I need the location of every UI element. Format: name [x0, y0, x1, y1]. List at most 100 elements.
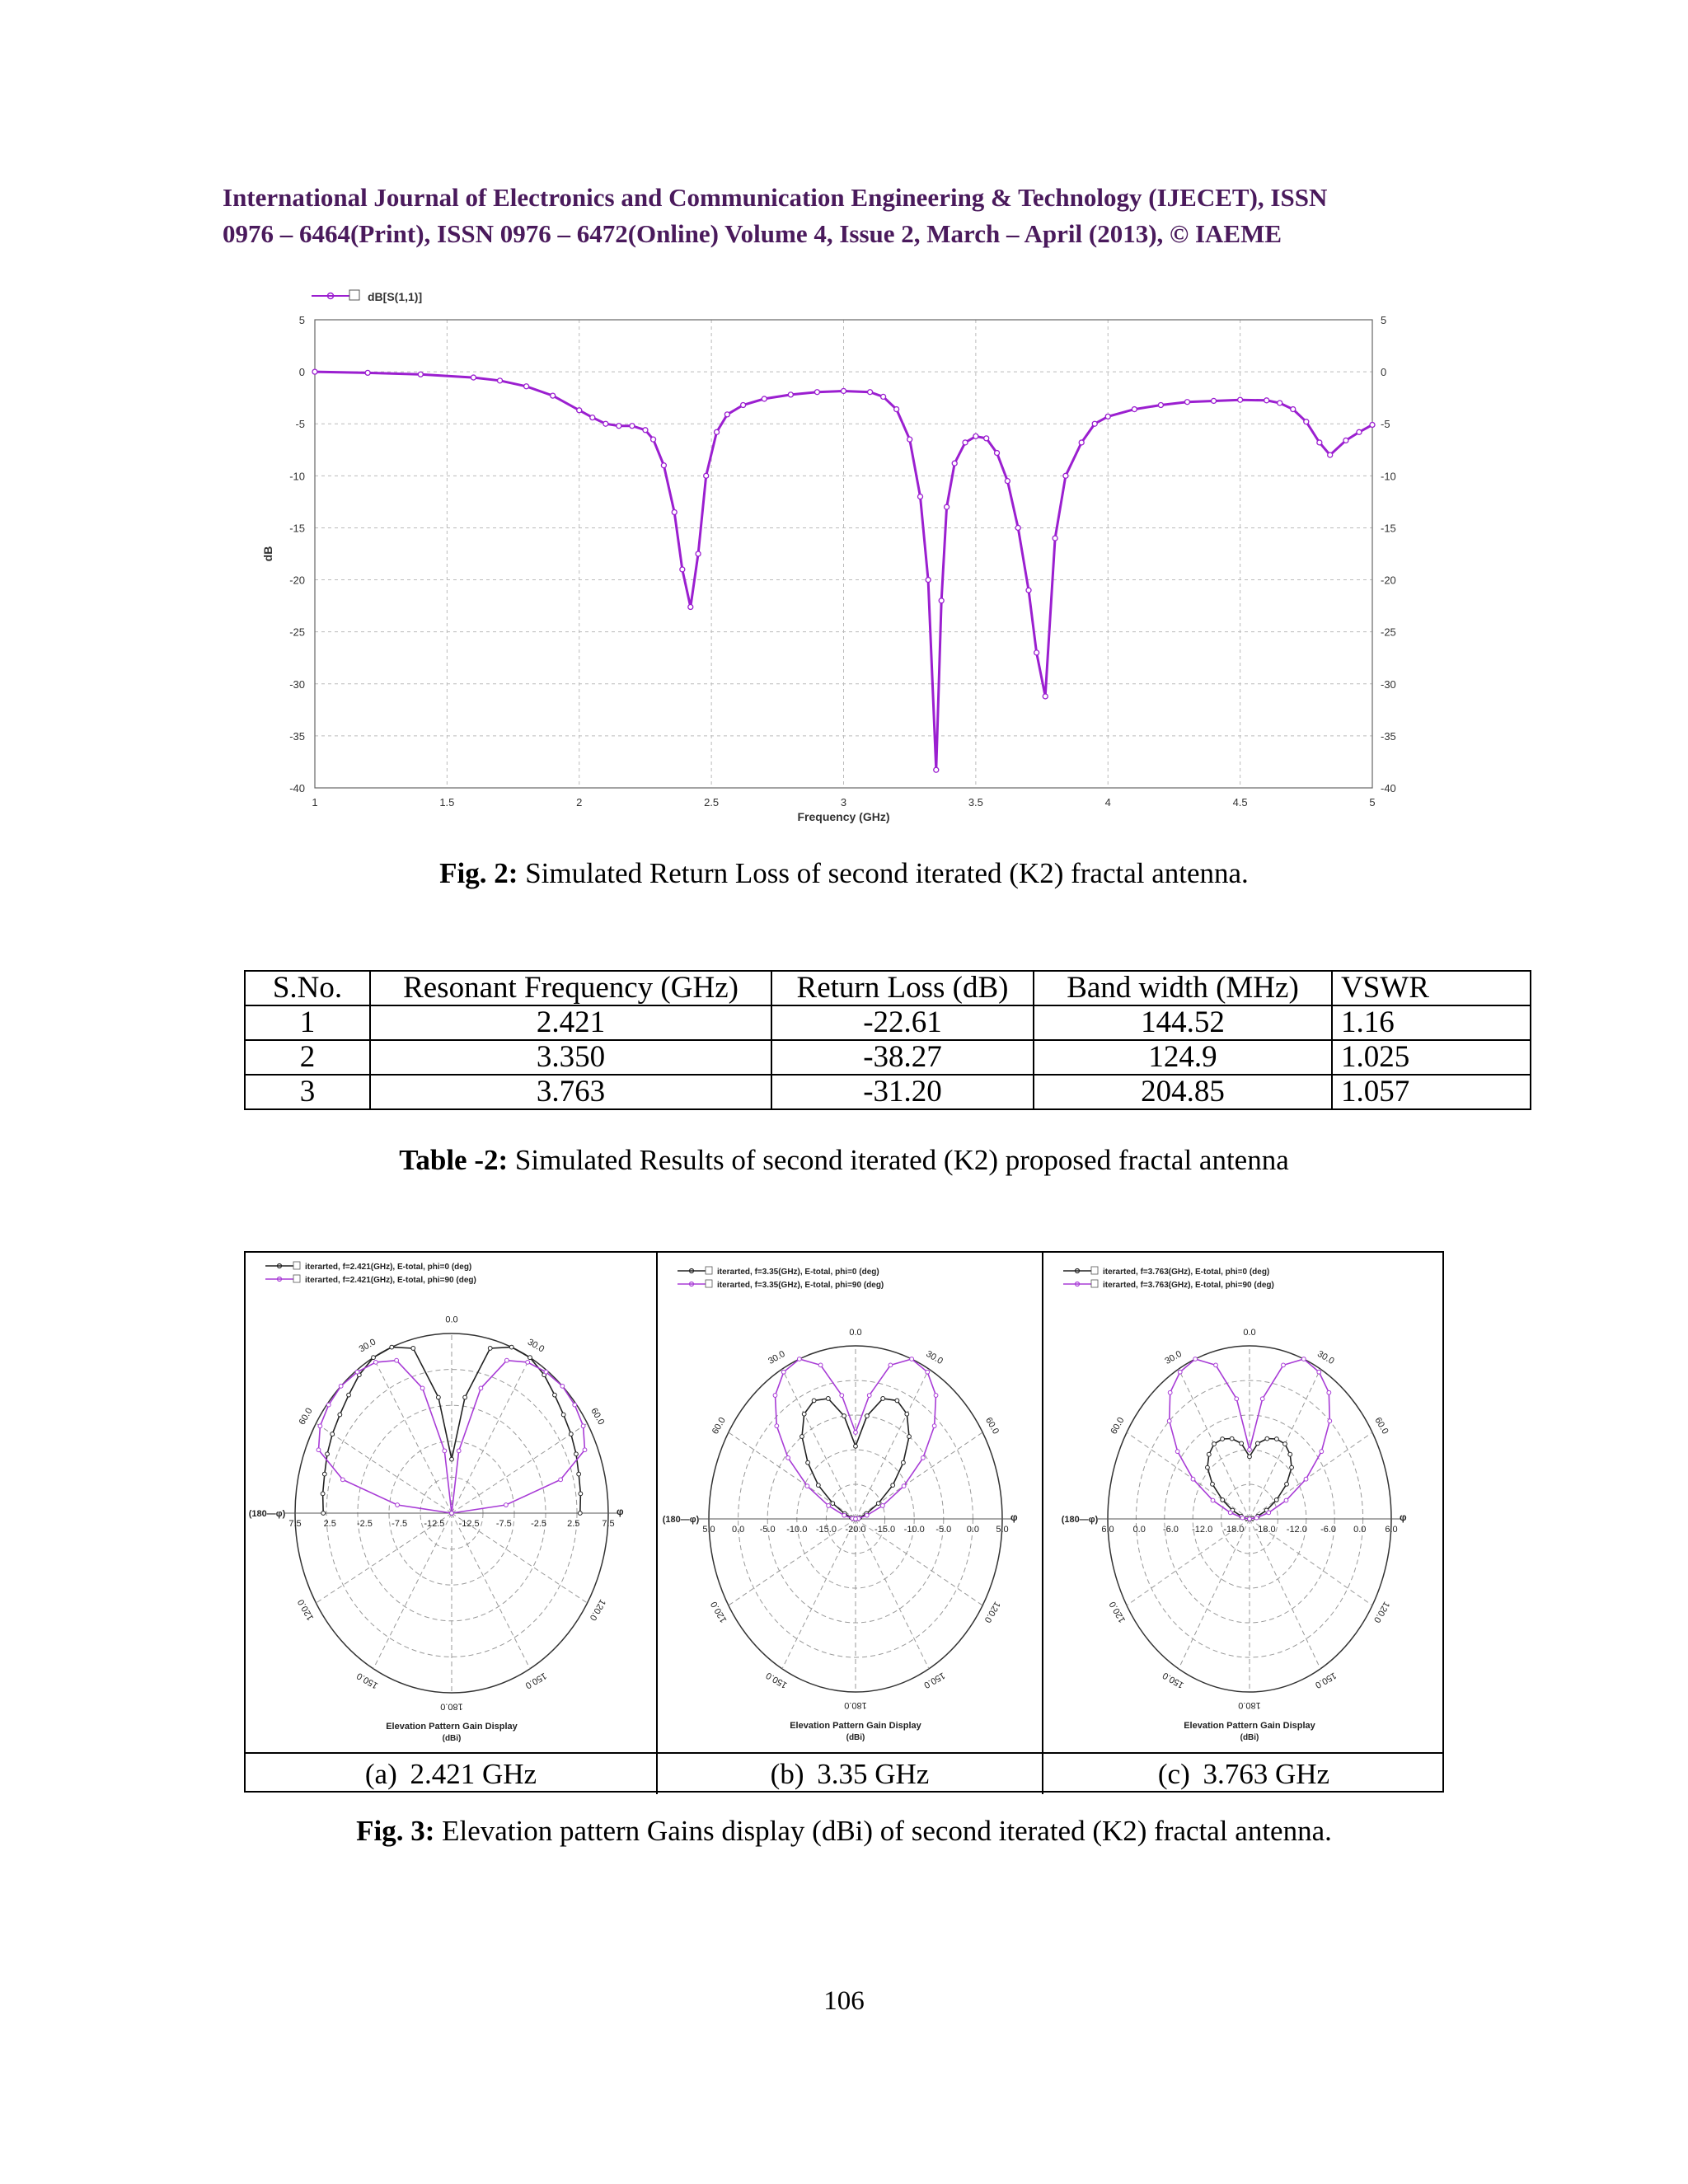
angle-label: 30.0	[358, 1337, 378, 1354]
pattern-point	[1281, 1362, 1286, 1368]
pattern-point	[1247, 1454, 1252, 1460]
polar-spoke	[451, 1512, 531, 1670]
data-point	[938, 598, 945, 604]
pattern-point	[864, 1512, 870, 1518]
pattern-point	[560, 1412, 566, 1418]
data-point	[925, 576, 931, 583]
pattern-point	[904, 1411, 910, 1417]
fig2-caption-label: Fig. 2:	[439, 857, 518, 889]
data-point	[1343, 437, 1349, 444]
journal-header-line2: 0976 – 6464(Print), ISSN 0976 – 6472(Onl…	[223, 219, 1282, 248]
table-header-cell: Band width (MHz)	[1033, 970, 1333, 1006]
polar-chart-a: iterarted, f=2.421(GHz), E-total, phi=0 …	[249, 1261, 624, 1743]
angle-label: 60.0	[1109, 1416, 1126, 1436]
table-cell: 144.52	[1033, 1005, 1333, 1041]
polar-spoke	[781, 1368, 856, 1520]
y-tick-label-left: -30	[289, 678, 305, 691]
y-axis-label-right: dB	[1399, 546, 1401, 562]
data-point	[879, 393, 887, 401]
radial-tick-label: -15.0	[874, 1525, 895, 1535]
pattern-point	[1254, 1515, 1259, 1521]
pattern-point	[354, 1369, 360, 1375]
y-tick-label-left: -15	[289, 522, 305, 534]
radial-tick-label: -12.5	[459, 1519, 480, 1529]
pattern-point	[316, 1447, 321, 1453]
pattern-point	[796, 1357, 802, 1361]
legend-checkbox	[293, 1274, 301, 1283]
pattern-point	[578, 1491, 584, 1497]
pattern-point	[1239, 1441, 1245, 1446]
pattern-point	[839, 1393, 845, 1398]
pattern-point	[1316, 1369, 1322, 1375]
pattern-point	[456, 1448, 462, 1454]
pattern-point	[340, 1477, 345, 1483]
legend-marker	[1074, 1268, 1081, 1274]
pattern-point	[572, 1402, 578, 1408]
data-point	[1236, 396, 1244, 403]
data-point	[1157, 401, 1165, 409]
data-point	[1052, 535, 1058, 541]
pattern-point	[826, 1503, 832, 1508]
data-point	[616, 423, 622, 429]
legend-marker	[688, 1281, 695, 1287]
table-cell: 1.025	[1331, 1039, 1531, 1076]
pattern-title: Elevation Pattern Gain Display	[790, 1721, 921, 1731]
fig3-caption: Fig. 3: Elevation pattern Gains display …	[0, 1815, 1688, 1848]
data-point	[642, 427, 649, 434]
pattern-point	[805, 1460, 811, 1465]
pattern-point	[321, 1471, 327, 1477]
pattern-point	[933, 1393, 939, 1398]
radial-tick-label: -2.5	[357, 1519, 373, 1529]
data-point	[1356, 429, 1362, 435]
pattern-point	[799, 1434, 804, 1439]
legend-marker	[688, 1268, 695, 1274]
pattern-point	[371, 1355, 376, 1361]
pattern-point	[1303, 1476, 1309, 1482]
pattern-point	[842, 1413, 846, 1418]
pattern-point	[1259, 1396, 1265, 1402]
radial-tick-label: 0.0	[1353, 1525, 1366, 1535]
polar-spoke	[1249, 1518, 1373, 1606]
x-axis-label: Frequency (GHz)	[797, 810, 889, 823]
data-point	[417, 371, 424, 377]
pattern-point	[462, 1394, 468, 1400]
y-tick-label-left: -5	[295, 418, 305, 430]
data-point	[1042, 693, 1048, 700]
pattern-point	[325, 1451, 330, 1457]
pattern-point	[815, 1483, 821, 1488]
angle-label: 60.0	[298, 1407, 315, 1427]
angle-label: 0.0	[849, 1328, 861, 1338]
pattern-point	[1266, 1510, 1272, 1516]
pattern-point	[1210, 1481, 1215, 1487]
pattern-point	[818, 1362, 823, 1368]
x-tick-label: 2	[576, 796, 582, 808]
table2-caption-label: Table -2:	[399, 1144, 509, 1176]
pattern-point	[1326, 1390, 1332, 1395]
pattern-point	[900, 1460, 906, 1465]
series-markers	[312, 368, 1376, 773]
data-point	[739, 401, 747, 409]
data-point	[943, 504, 950, 510]
fig3-caption-label: Fig. 3:	[356, 1815, 435, 1847]
data-point	[496, 377, 504, 384]
pattern-point	[574, 1451, 579, 1457]
pattern-point	[449, 1511, 454, 1516]
pattern-point	[1240, 1515, 1245, 1521]
legend-marker	[326, 292, 335, 300]
polar-spoke	[1249, 1432, 1373, 1520]
pattern-point	[582, 1447, 588, 1453]
polar-panel-a: iterarted, f=2.421(GHz), E-total, phi=0 …	[246, 1253, 658, 1752]
angle-label: 150.0	[355, 1671, 380, 1690]
data-point	[787, 391, 794, 398]
x-tick-label: 1.5	[439, 796, 454, 808]
pattern-point	[420, 1385, 425, 1391]
right-axis-label: φ	[1010, 1511, 1018, 1523]
table-cell: 3	[244, 1074, 371, 1110]
pattern-point	[321, 1511, 326, 1516]
pattern-point	[853, 1443, 858, 1449]
polar-spoke	[1126, 1432, 1250, 1520]
pattern-point	[394, 1357, 400, 1363]
chart-legend: dB[S(1,1)]	[312, 289, 422, 303]
polar-spoke	[855, 1518, 930, 1670]
pattern-point	[395, 1502, 400, 1507]
